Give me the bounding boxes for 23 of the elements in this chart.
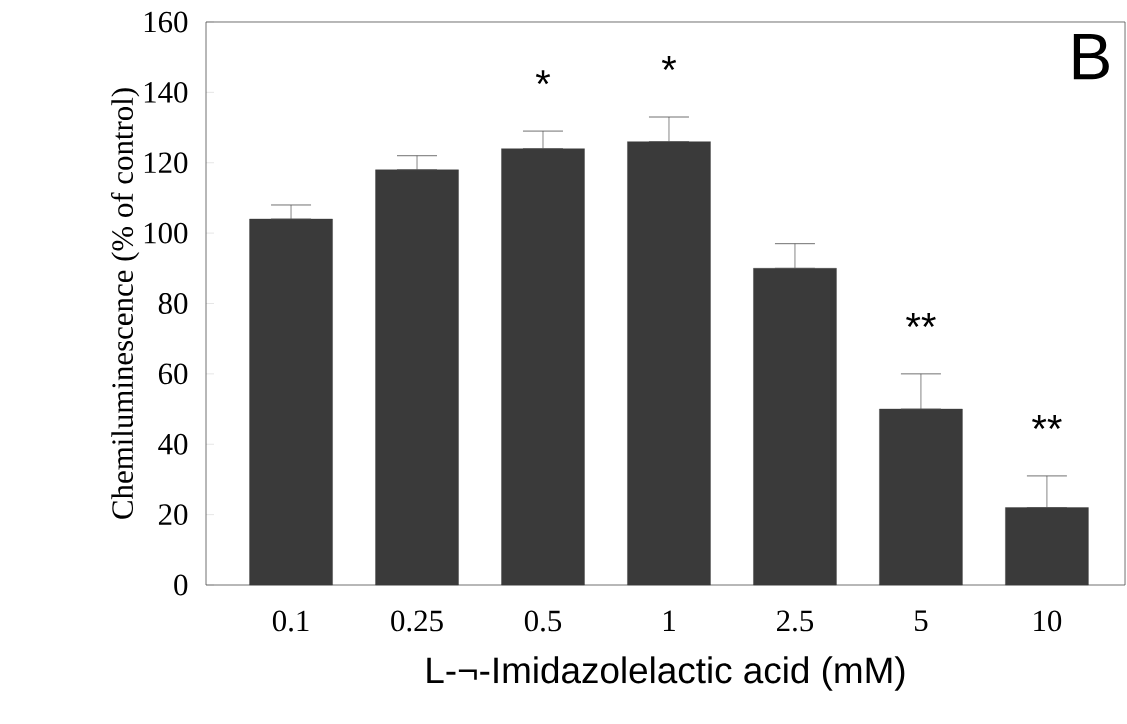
y-tick-label: 120	[144, 152, 188, 174]
annotation: *	[661, 56, 677, 71]
x-axis-title: L-¬-Imidazolelactic acid (mM)	[427, 656, 905, 691]
y-tick-label: 40	[158, 433, 188, 455]
x-tick-label: 2.5	[777, 610, 814, 632]
x-tick-label: 10	[1034, 610, 1062, 632]
y-tick-label: 140	[144, 81, 188, 103]
y-tick-label: 80	[158, 293, 188, 314]
x-tick-label: 5	[915, 610, 928, 632]
annotation: **	[906, 312, 936, 327]
y-tick-label: 20	[158, 504, 188, 526]
y-axis-title: Chemiluminescence (% of control)	[110, 88, 140, 519]
annotation: *	[535, 70, 551, 85]
y-tick-label: 160	[144, 11, 188, 33]
x-tick-label: 0.5	[524, 610, 562, 632]
x-tick-label: 1	[663, 610, 675, 631]
x-tick-label: 0.25	[391, 610, 443, 632]
x-tick-label: 0.1	[272, 610, 309, 632]
annotation: **	[1032, 414, 1062, 429]
y-tick-label: 0	[174, 574, 188, 596]
annotation: B	[1073, 33, 1109, 80]
y-tick-label: 60	[158, 363, 188, 385]
y-tick-label: 100	[144, 222, 188, 244]
